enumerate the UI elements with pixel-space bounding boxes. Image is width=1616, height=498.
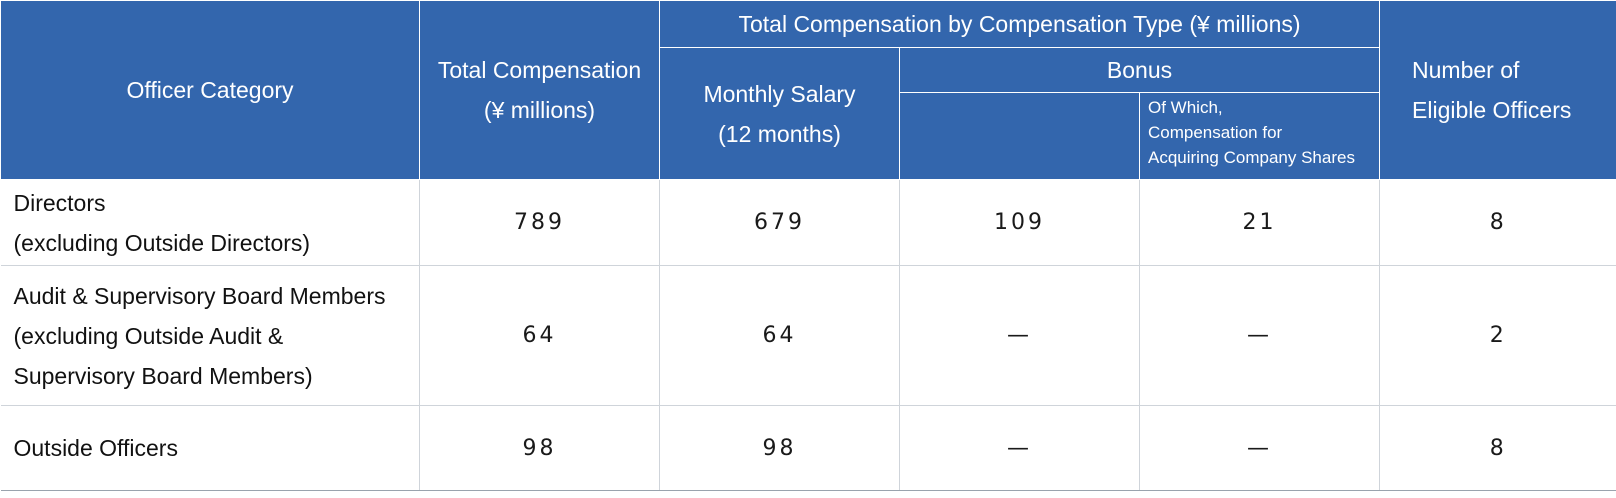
header-monthly-salary-line-1: Monthly Salary [703, 80, 856, 107]
header-eligible-officers-line-2: Eligible Officers [1412, 97, 1572, 123]
cell-shares-compensation: — [1138, 265, 1381, 406]
cell-eligible-officers: 8 [1379, 405, 1616, 491]
row-category: Directors (excluding Outside Directors) [0, 179, 420, 266]
header-total-compensation-line-2: (¥ millions) [483, 97, 596, 123]
cell-total-compensation: 98 [419, 405, 660, 491]
header-of-which-line-2: Compensation for [1148, 123, 1283, 142]
row-category: Outside Officers [0, 405, 420, 491]
category-line: Audit & Supervisory Board Members [13, 282, 386, 309]
cell-monthly-salary: 679 [659, 179, 900, 266]
cell-shares-compensation: — [1138, 405, 1381, 491]
header-eligible-officers-line-1: Number of [1412, 57, 1520, 83]
header-of-which-line-3: Acquiring Company Shares [1148, 148, 1355, 167]
cell-bonus: 109 [899, 179, 1140, 266]
header-compensation-by-type: Total Compensation by Compensation Type … [658, 0, 1381, 48]
cell-bonus: — [899, 265, 1140, 406]
header-of-which-shares: Of Which, Compensation for Acquiring Com… [1138, 92, 1381, 180]
header-monthly-salary: Monthly Salary (12 months) [659, 47, 900, 180]
header-bonus: Bonus [898, 47, 1381, 93]
category-line: Outside Officers [13, 435, 178, 461]
header-total-compensation: Total Compensation (¥ millions) [419, 0, 660, 180]
cell-total-compensation: 64 [419, 265, 660, 406]
category-line: (excluding Outside Directors) [13, 229, 311, 256]
table-header: Officer Category Total Compensation (¥ m… [0, 0, 1616, 180]
cell-shares-compensation: 21 [1138, 179, 1381, 266]
cell-total-compensation: 789 [419, 179, 660, 266]
table-body: Directors (excluding Outside Directors) … [0, 179, 1616, 491]
row-category: Audit & Supervisory Board Members (exclu… [0, 265, 420, 406]
cell-monthly-salary: 64 [659, 265, 900, 406]
header-total-compensation-line-1: Total Compensation [437, 57, 642, 83]
cell-monthly-salary: 98 [659, 405, 900, 491]
header-eligible-officers: Number of Eligible Officers [1379, 0, 1616, 180]
category-line: (excluding Outside Audit & [13, 322, 284, 349]
header-monthly-salary-line-2: (12 months) [718, 120, 841, 147]
header-bonus-empty [899, 92, 1140, 180]
table-row-audit-board: Audit & Supervisory Board Members (exclu… [0, 265, 1616, 406]
header-of-which-line-1: Of Which, [1148, 98, 1223, 117]
cell-eligible-officers: 8 [1379, 179, 1616, 266]
table-row-outside-officers: Outside Officers 98 98 — — 8 [0, 405, 1616, 491]
cell-eligible-officers: 2 [1379, 265, 1616, 406]
header-officer-category: Officer Category [0, 0, 420, 180]
table-row-directors: Directors (excluding Outside Directors) … [0, 179, 1616, 266]
cell-bonus: — [899, 405, 1140, 491]
category-line: Directors [13, 189, 106, 216]
category-line: Supervisory Board Members) [13, 362, 313, 389]
